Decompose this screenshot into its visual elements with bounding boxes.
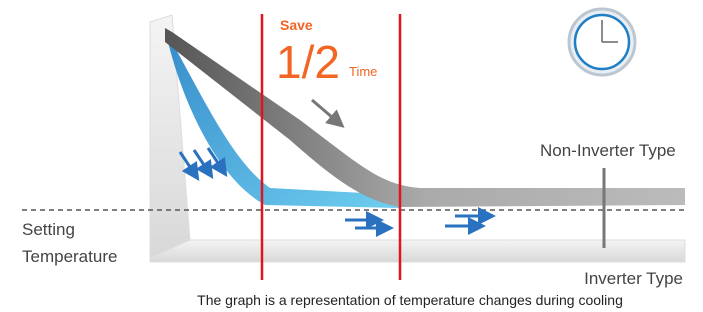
inverter-label: Inverter Type (584, 269, 683, 288)
time-label: Time (349, 64, 377, 79)
caption: The graph is a representation of tempera… (197, 292, 623, 308)
setting-label: Temperature (22, 247, 117, 266)
fraction-label: 1/2 (276, 36, 340, 88)
save-label: Save (280, 17, 313, 33)
non-inverter-label: Non-Inverter Type (540, 141, 676, 160)
setting-label: Setting (22, 220, 75, 239)
clock-icon (569, 9, 635, 75)
diagram: Save 1/2 Time Non-Inverter Type Setting … (0, 0, 703, 312)
